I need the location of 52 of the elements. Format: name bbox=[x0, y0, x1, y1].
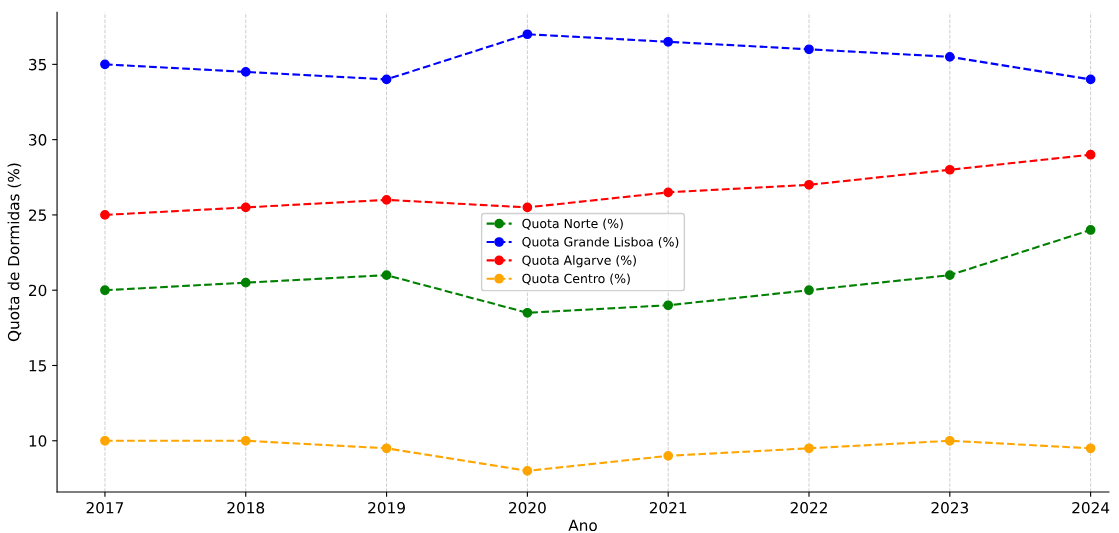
point bbox=[663, 300, 674, 311]
x-tick-label: 2018 bbox=[227, 501, 265, 514]
point bbox=[804, 285, 814, 296]
point bbox=[240, 435, 251, 446]
x-tick-label: 2017 bbox=[86, 501, 124, 514]
point bbox=[1085, 443, 1096, 454]
y-tick-label: 30 bbox=[29, 134, 47, 146]
x-tick-label: 2019 bbox=[368, 501, 405, 514]
legend-label: Quota Grande Lisboa (%) bbox=[522, 236, 679, 249]
point bbox=[100, 59, 110, 70]
y-axis-title: Quota de Dormidas (%) bbox=[7, 163, 22, 342]
point bbox=[944, 164, 955, 175]
point bbox=[381, 195, 392, 205]
x-tick-label: 2022 bbox=[790, 501, 827, 514]
point bbox=[804, 179, 814, 190]
x-tick-label: 2021 bbox=[649, 501, 687, 514]
point bbox=[1085, 74, 1096, 85]
x-tick-label: 2023 bbox=[931, 501, 969, 514]
point bbox=[522, 466, 533, 476]
y-tick-label: 10 bbox=[29, 435, 47, 447]
point bbox=[944, 435, 955, 446]
legend-label: Quota Algarve (%) bbox=[522, 255, 636, 268]
point bbox=[522, 29, 533, 40]
y-tick-label: 15 bbox=[29, 360, 47, 372]
legend-label: Quota Norte (%) bbox=[522, 218, 623, 230]
point bbox=[944, 270, 955, 281]
x-tick-label: 2024 bbox=[1072, 501, 1110, 514]
point bbox=[240, 202, 251, 213]
point bbox=[240, 67, 251, 77]
point bbox=[100, 435, 110, 446]
point bbox=[663, 450, 674, 461]
legend-label: Quota Centro (%) bbox=[522, 273, 630, 285]
x-axis-title: Ano bbox=[568, 519, 597, 532]
point bbox=[381, 443, 392, 454]
point bbox=[804, 44, 814, 55]
point bbox=[100, 210, 110, 220]
point bbox=[381, 74, 392, 85]
point bbox=[944, 51, 955, 62]
x-tick-label: 2020 bbox=[509, 501, 546, 514]
y-tick-label: 25 bbox=[29, 209, 47, 221]
point bbox=[381, 270, 392, 281]
y-tick-label: 20 bbox=[29, 284, 47, 297]
point bbox=[522, 202, 533, 213]
point bbox=[663, 36, 674, 47]
point bbox=[804, 443, 814, 454]
y-tick-label: 35 bbox=[29, 58, 47, 71]
point bbox=[100, 285, 110, 296]
point bbox=[1085, 225, 1096, 235]
point bbox=[1085, 149, 1096, 160]
point bbox=[522, 307, 533, 318]
point bbox=[240, 277, 251, 288]
point bbox=[663, 187, 674, 198]
